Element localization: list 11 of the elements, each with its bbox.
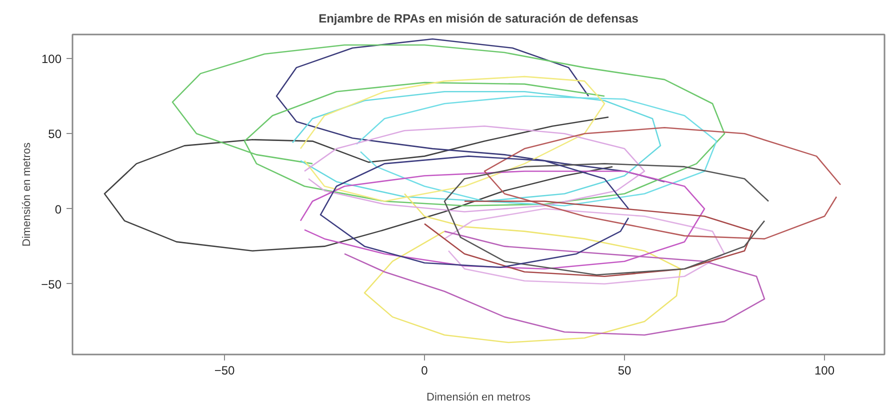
chart-title: Enjambre de RPAs en misión de saturación de defensas (318, 12, 639, 26)
y-tick-label: −50 (41, 277, 62, 292)
x-tick-label: −50 (214, 364, 236, 378)
x-tick-label: 100 (814, 364, 835, 378)
x-tick-label: 0 (421, 364, 428, 378)
x-axis-title: Dimensión en metros (426, 392, 531, 404)
y-tick-label: 50 (48, 127, 62, 142)
y-tick-label: 0 (54, 202, 62, 216)
y-tick-label: 100 (41, 52, 62, 66)
y-axis-title: Dimensión en metros (21, 142, 34, 246)
x-tick-label: 50 (618, 364, 632, 378)
